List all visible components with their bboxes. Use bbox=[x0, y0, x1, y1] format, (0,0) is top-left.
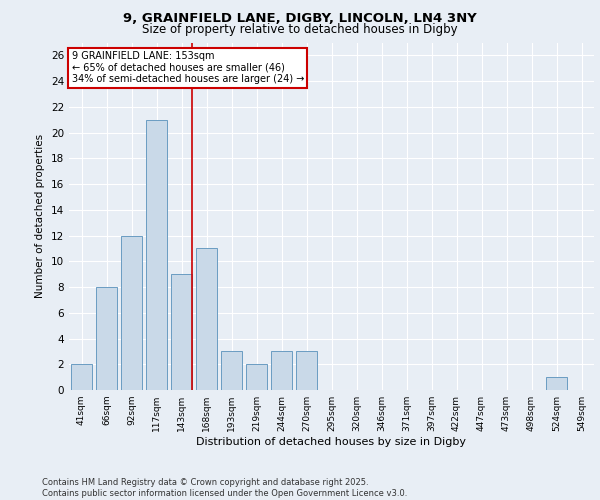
Bar bbox=[146, 120, 167, 390]
Bar bbox=[121, 236, 142, 390]
Bar bbox=[546, 377, 567, 390]
Bar bbox=[246, 364, 267, 390]
Text: 9 GRAINFIELD LANE: 153sqm
← 65% of detached houses are smaller (46)
34% of semi-: 9 GRAINFIELD LANE: 153sqm ← 65% of detac… bbox=[71, 51, 304, 84]
Text: 9, GRAINFIELD LANE, DIGBY, LINCOLN, LN4 3NY: 9, GRAINFIELD LANE, DIGBY, LINCOLN, LN4 … bbox=[123, 12, 477, 26]
Bar bbox=[296, 352, 317, 390]
Bar bbox=[221, 352, 242, 390]
X-axis label: Distribution of detached houses by size in Digby: Distribution of detached houses by size … bbox=[197, 437, 467, 447]
Bar bbox=[271, 352, 292, 390]
Text: Contains HM Land Registry data © Crown copyright and database right 2025.
Contai: Contains HM Land Registry data © Crown c… bbox=[42, 478, 407, 498]
Bar bbox=[71, 364, 92, 390]
Text: Size of property relative to detached houses in Digby: Size of property relative to detached ho… bbox=[142, 22, 458, 36]
Y-axis label: Number of detached properties: Number of detached properties bbox=[35, 134, 46, 298]
Bar bbox=[96, 287, 117, 390]
Bar bbox=[196, 248, 217, 390]
Bar bbox=[171, 274, 192, 390]
